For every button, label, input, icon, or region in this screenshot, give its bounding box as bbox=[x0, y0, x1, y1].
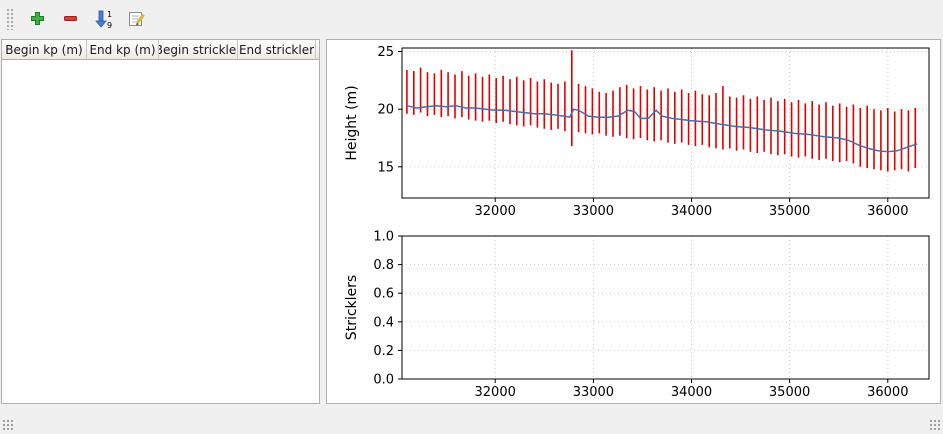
plot-frame bbox=[401, 235, 930, 380]
charts-panel: 32000 33000 34000 35000 36000 15 20 25 Height (m… bbox=[326, 39, 941, 404]
x-tick-label: 35000 bbox=[769, 204, 810, 219]
plus-icon bbox=[31, 12, 44, 25]
remove-row-button[interactable] bbox=[57, 5, 84, 32]
x-tick-label: 33000 bbox=[573, 385, 614, 400]
column-header-end-strickler[interactable]: End strickler bbox=[238, 40, 316, 60]
y-tick-label: 0.6 bbox=[373, 287, 394, 302]
y-tick-label: 0.8 bbox=[373, 258, 394, 273]
y-axis-label: Stricklers bbox=[344, 275, 360, 340]
x-tick-label: 36000 bbox=[867, 385, 908, 400]
edit-pencil-icon bbox=[128, 11, 145, 26]
y-axis-label: Height (m) bbox=[344, 85, 360, 160]
plot-frame bbox=[401, 47, 930, 199]
water-level-line bbox=[406, 104, 918, 153]
stricklers-chart: 32000 33000 34000 35000 36000 0.0 0.2 0.4 0.6 0.8… bbox=[344, 230, 930, 400]
y-tick-label: 25 bbox=[377, 45, 394, 60]
add-row-button[interactable] bbox=[24, 5, 51, 32]
column-header-begin-kp[interactable]: Begin kp (m) bbox=[2, 40, 87, 60]
svg-text:9: 9 bbox=[107, 21, 112, 29]
sort-numeric-icon: 1 9 bbox=[94, 10, 112, 29]
column-header-begin-strickler[interactable]: Begin strickler bbox=[159, 40, 238, 60]
cross-section-extent-bars bbox=[406, 50, 917, 172]
table-body-empty[interactable] bbox=[2, 60, 319, 403]
minus-icon bbox=[64, 16, 77, 21]
y-tick-label: 15 bbox=[377, 160, 394, 175]
column-header-end-kp[interactable]: End kp (m) bbox=[87, 40, 159, 60]
x-tick-label: 36000 bbox=[867, 204, 908, 219]
sort-button[interactable]: 1 9 bbox=[90, 5, 117, 32]
y-tick-label: 0.4 bbox=[373, 315, 394, 330]
toolbar-drag-handle[interactable] bbox=[6, 7, 14, 30]
y-tick-label: 20 bbox=[377, 103, 394, 118]
resize-grip[interactable] bbox=[929, 419, 941, 431]
friction-table-panel: Begin kp (m) End kp (m) Begin strickler … bbox=[1, 39, 320, 404]
status-bar bbox=[0, 405, 943, 434]
y-tick-label: 0.0 bbox=[373, 373, 394, 388]
corner-dots bbox=[2, 419, 14, 431]
column-header-filler bbox=[316, 40, 319, 60]
table-header-row: Begin kp (m) End kp (m) Begin strickler … bbox=[2, 40, 319, 60]
x-tick-label: 33000 bbox=[573, 204, 614, 219]
edit-button[interactable] bbox=[123, 5, 150, 32]
y-tick-label: 0.2 bbox=[373, 344, 394, 359]
height-profile-chart: 32000 33000 34000 35000 36000 15 20 25 Height (m… bbox=[344, 45, 930, 219]
y-tick-label: 1.0 bbox=[373, 230, 394, 245]
x-tick-label: 32000 bbox=[475, 385, 516, 400]
svg-text:1: 1 bbox=[107, 10, 112, 19]
x-tick-label: 32000 bbox=[475, 204, 516, 219]
x-tick-label: 34000 bbox=[671, 204, 712, 219]
x-tick-label: 35000 bbox=[769, 385, 810, 400]
toolbar: 1 9 bbox=[0, 0, 943, 37]
x-tick-label: 34000 bbox=[671, 385, 712, 400]
